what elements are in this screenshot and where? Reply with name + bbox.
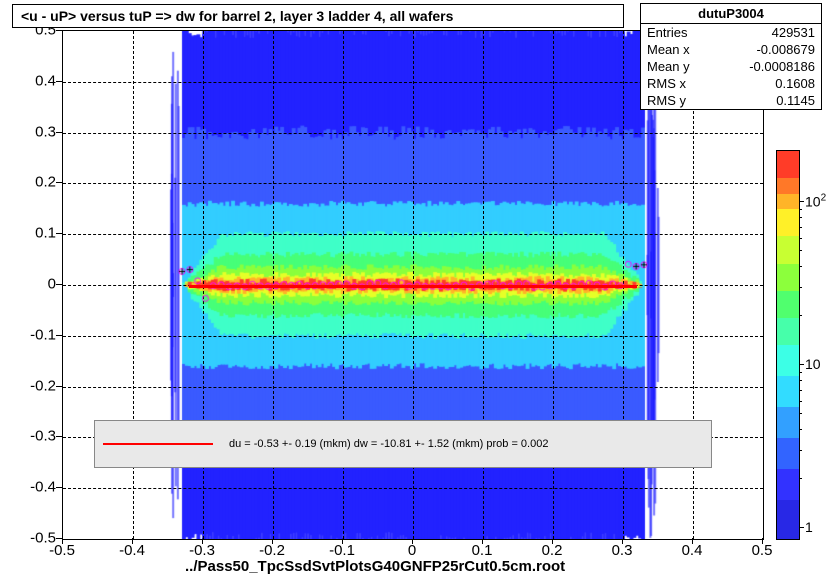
colorbar-minor-tick	[799, 450, 802, 451]
colorbar-segment	[777, 291, 799, 319]
colorbar-minor-tick	[799, 266, 802, 267]
legend-box: du = -0.53 +- 0.19 (mkm) dw = -10.81 +- …	[94, 420, 712, 468]
colorbar-segment	[777, 318, 799, 346]
y-tick	[56, 81, 62, 82]
y-tick	[56, 386, 62, 387]
colorbar-minor-tick	[799, 250, 802, 251]
stats-entries-label: Entries	[647, 25, 687, 40]
colorbar-tick	[799, 527, 804, 528]
stats-name: dutuP3004	[641, 4, 821, 24]
colorbar-minor-tick	[799, 238, 802, 239]
y-tick-label: 0.3	[0, 123, 56, 140]
colorbar-tick	[799, 364, 804, 365]
stats-box: dutuP3004 Entries 429531 Mean x -0.00867…	[640, 3, 822, 110]
colorbar-minor-tick	[799, 478, 802, 479]
colorbar-tick-label: 10	[805, 356, 821, 372]
colorbar-segment	[777, 407, 799, 439]
colorbar-minor-tick	[799, 217, 802, 218]
colorbar-minor-tick	[799, 390, 802, 391]
stats-meanx-value: -0.008679	[756, 42, 815, 57]
colorbar-segment	[777, 236, 799, 264]
colorbar-segment	[777, 376, 799, 408]
x-tick-label: -0.3	[189, 542, 215, 559]
fit-line	[189, 285, 637, 288]
x-tick-label: -0.1	[329, 542, 355, 559]
stats-meany-row: Mean y -0.0008186	[641, 58, 821, 75]
y-tick	[56, 335, 62, 336]
colorbar-tick-label: 102	[805, 193, 826, 210]
y-tick-label: 0.2	[0, 174, 56, 191]
colorbar-segment	[777, 151, 799, 179]
colorbar-segment	[777, 194, 799, 210]
y-tick	[56, 538, 62, 539]
colorbar-segment	[777, 345, 799, 377]
y-tick	[56, 284, 62, 285]
stats-rmsy-row: RMS y 0.1145	[641, 92, 821, 109]
x-tick-label: 0	[408, 542, 416, 559]
stats-rmsx-label: RMS x	[647, 76, 686, 91]
colorbar-minor-tick	[799, 429, 802, 430]
y-tick	[56, 30, 62, 31]
x-tick-label: 0.1	[472, 542, 493, 559]
stats-entries-row: Entries 429531	[641, 24, 821, 41]
x-tick-label: -0.2	[259, 542, 285, 559]
x-tick-label: -0.4	[119, 542, 145, 559]
colorbar-segment	[777, 209, 799, 237]
y-tick-label: 0.1	[0, 225, 56, 242]
y-tick-label: -0.3	[0, 428, 56, 445]
footer-path: ../Pass50_TpcSsdSvtPlotsG40GNFP25rCut0.5…	[185, 558, 565, 575]
y-tick-label: -0.2	[0, 377, 56, 394]
colorbar-tick	[799, 201, 804, 202]
stats-rmsx-value: 0.1608	[775, 76, 815, 91]
colorbar-minor-tick	[799, 315, 802, 316]
colorbar-minor-tick	[799, 209, 802, 210]
legend-fit-line-sample	[103, 443, 213, 445]
colorbar-minor-tick	[799, 287, 802, 288]
y-tick-label: 0	[0, 276, 56, 293]
colorbar-segment	[777, 178, 799, 194]
stats-meany-value: -0.0008186	[749, 59, 815, 74]
stats-rmsx-row: RMS x 0.1608	[641, 75, 821, 92]
colorbar-segment	[777, 500, 799, 539]
plot-title: <u - uP> versus tuP => dw for barrel 2, …	[21, 8, 453, 24]
stats-meany-label: Mean y	[647, 59, 690, 74]
y-tick	[56, 436, 62, 437]
stats-rmsy-label: RMS y	[647, 93, 686, 108]
colorbar-segment	[777, 469, 799, 501]
x-tick-label: 0.4	[682, 542, 703, 559]
y-tick-label: -0.1	[0, 326, 56, 343]
y-tick-label: -0.4	[0, 479, 56, 496]
colorbar-minor-tick	[799, 227, 802, 228]
x-tick-label: 0.5	[752, 542, 773, 559]
colorbar-minor-tick	[799, 372, 802, 373]
colorbar-minor-tick	[799, 380, 802, 381]
x-tick-label: 0.3	[612, 542, 633, 559]
legend-text: du = -0.53 +- 0.19 (mkm) dw = -10.81 +- …	[229, 438, 548, 450]
colorbar-segment	[777, 438, 799, 470]
y-tick	[56, 182, 62, 183]
x-tick-label: 0.2	[542, 542, 563, 559]
plot-title-box: <u - uP> versus tuP => dw for barrel 2, …	[12, 4, 624, 28]
colorbar-minor-tick	[799, 401, 802, 402]
y-tick-label: 0.4	[0, 72, 56, 89]
stats-meanx-row: Mean x -0.008679	[641, 41, 821, 58]
y-tick	[56, 132, 62, 133]
stats-entries-value: 429531	[772, 25, 815, 40]
y-tick	[56, 233, 62, 234]
colorbar: 102101	[776, 150, 800, 540]
y-tick	[56, 487, 62, 488]
colorbar-minor-tick	[799, 413, 802, 414]
colorbar-segment	[777, 264, 799, 292]
stats-meanx-label: Mean x	[647, 42, 690, 57]
y-tick-label: -0.5	[0, 530, 56, 547]
stats-rmsy-value: 0.1145	[776, 93, 815, 108]
colorbar-tick-label: 1	[805, 519, 813, 535]
